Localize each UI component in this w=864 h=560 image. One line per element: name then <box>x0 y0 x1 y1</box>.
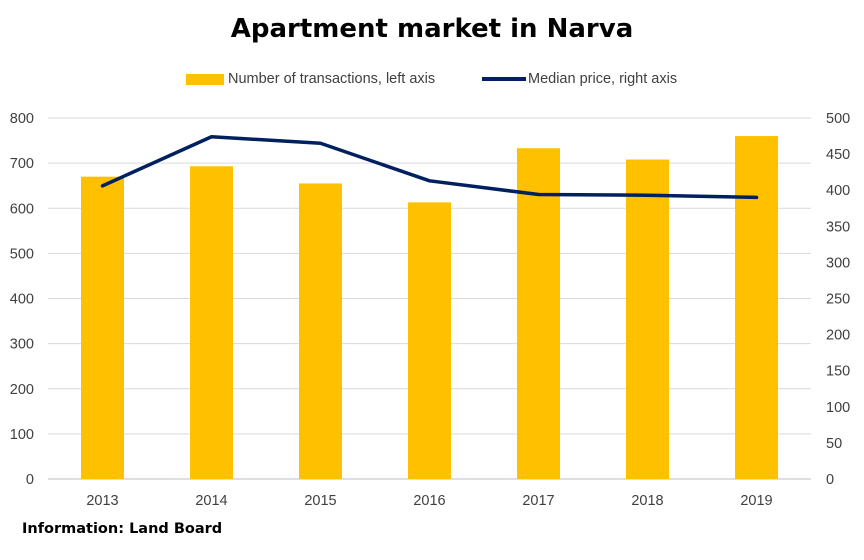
legend-swatch-transactions <box>186 73 224 85</box>
right-tick-label: 300 <box>826 255 850 271</box>
bar-2016 <box>408 202 451 480</box>
x-tick-label: 2014 <box>195 493 227 509</box>
x-axis-ticks: 2013 2014 2015 2016 2017 2018 2019 <box>86 493 772 509</box>
bar-2013 <box>81 176 124 479</box>
left-tick-label: 300 <box>10 337 34 353</box>
left-tick-label: 100 <box>10 427 34 443</box>
x-tick-label: 2018 <box>631 493 663 509</box>
right-tick-label: 50 <box>826 436 842 452</box>
bar-2015 <box>299 183 342 479</box>
bar-2018 <box>626 159 669 479</box>
left-axis-ticks: 0 100 200 300 400 500 600 700 800 <box>10 111 34 488</box>
bar-2017 <box>517 148 560 479</box>
line-series <box>100 135 759 200</box>
x-tick-label: 2015 <box>304 493 336 509</box>
source-note: Information: Land Board <box>22 521 223 537</box>
bar-2014 <box>190 166 233 479</box>
right-tick-label: 100 <box>826 400 850 416</box>
left-tick-label: 500 <box>10 246 34 262</box>
right-tick-label: 350 <box>826 219 850 235</box>
right-tick-label: 200 <box>826 328 850 344</box>
right-tick-label: 0 <box>826 472 834 488</box>
right-axis-ticks: 0 50 100 150 200 250 300 350 400 450 500 <box>826 111 850 488</box>
left-tick-label: 200 <box>10 382 34 398</box>
left-tick-label: 0 <box>26 472 34 488</box>
bar-series <box>81 136 778 480</box>
legend-swatch-median-price <box>482 77 526 81</box>
x-tick-label: 2013 <box>86 493 118 509</box>
bar-2019 <box>735 136 778 480</box>
left-tick-label: 400 <box>10 292 34 308</box>
x-tick-label: 2019 <box>740 493 772 509</box>
chart-title: Apartment market in Narva <box>230 14 634 44</box>
x-tick-label: 2017 <box>522 493 554 509</box>
legend-label-transactions: Number of transactions, left axis <box>228 71 436 87</box>
left-tick-label: 600 <box>10 201 34 217</box>
legend-item-transactions: Number of transactions, left axis <box>186 71 435 87</box>
x-tick-label: 2016 <box>413 493 445 509</box>
left-tick-label: 800 <box>10 111 34 127</box>
right-tick-label: 400 <box>826 183 850 199</box>
right-tick-label: 250 <box>826 292 850 308</box>
legend-item-median-price: Median price, right axis <box>482 71 677 87</box>
right-tick-label: 450 <box>826 147 850 163</box>
left-tick-label: 700 <box>10 156 34 172</box>
legend: Number of transactions, left axis Median… <box>0 71 864 93</box>
legend-label-median-price: Median price, right axis <box>528 71 678 87</box>
right-tick-label: 150 <box>826 364 850 380</box>
right-tick-label: 500 <box>826 111 850 127</box>
